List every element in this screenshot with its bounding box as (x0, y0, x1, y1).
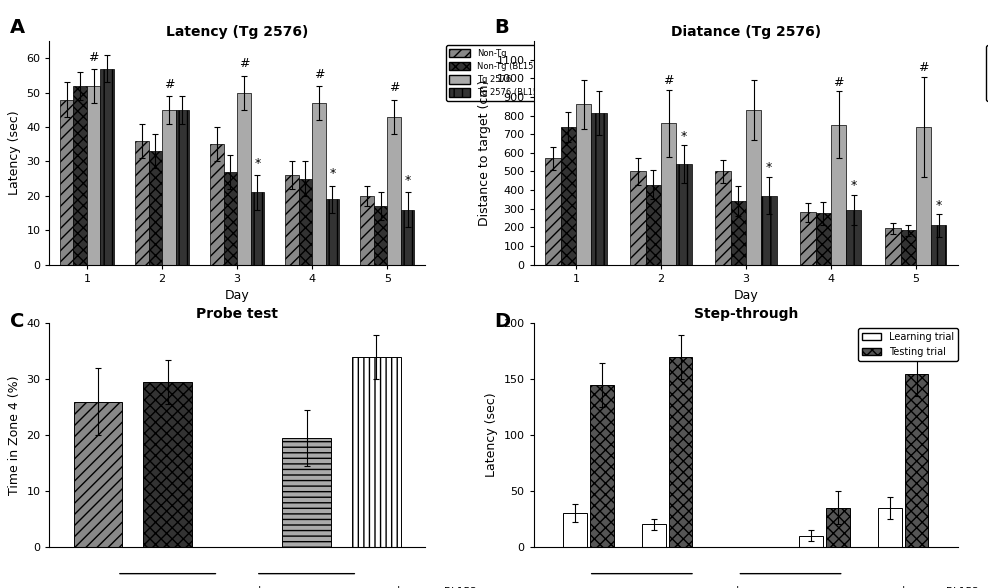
Bar (361, 196, 373, 265)
Bar (210, 144, 223, 265)
Bar (800, 212, 816, 265)
Text: *: * (851, 179, 857, 192)
Bar (87, 86, 101, 265)
Bar (74, 402, 123, 547)
Bar (223, 172, 237, 265)
Bar (905, 374, 929, 547)
Text: -: - (790, 585, 794, 588)
Bar (816, 213, 831, 265)
Title: Diatance (Tg 2576): Diatance (Tg 2576) (671, 25, 821, 39)
Text: BL153: BL153 (946, 587, 978, 588)
Bar (715, 172, 731, 265)
Bar (669, 357, 693, 547)
Text: #: # (833, 76, 844, 89)
Y-axis label: Latency (sec): Latency (sec) (8, 111, 21, 195)
Text: +: + (898, 585, 908, 588)
Title: Step-through: Step-through (694, 307, 798, 321)
Bar (885, 228, 901, 265)
Text: A: A (10, 18, 25, 36)
Bar (143, 382, 192, 547)
Bar (561, 127, 576, 265)
Text: #: # (389, 82, 399, 95)
Bar (73, 86, 87, 265)
Bar (826, 508, 850, 547)
Text: -: - (627, 585, 631, 588)
Text: #: # (314, 68, 324, 81)
Bar (591, 113, 607, 265)
Text: *: * (681, 129, 687, 143)
Bar (60, 99, 73, 265)
Bar (746, 110, 761, 265)
Text: *: * (766, 161, 772, 174)
X-axis label: Day: Day (733, 289, 759, 302)
Bar (563, 513, 587, 547)
Text: -: - (164, 585, 168, 588)
Bar (135, 141, 148, 265)
Title: Latency (Tg 2576): Latency (Tg 2576) (166, 25, 308, 39)
Bar (931, 225, 947, 265)
Legend: Non-Tg, Non-Tg (BL153 10mg/kg), Tg 2576, Tg 2576 (BL153 10mg/kg): Non-Tg, Non-Tg (BL153 10mg/kg), Tg 2576,… (446, 45, 590, 101)
Text: BL153: BL153 (444, 587, 476, 588)
Text: +: + (394, 585, 403, 588)
Text: -: - (302, 585, 306, 588)
Text: *: * (329, 168, 336, 181)
Bar (352, 357, 400, 547)
Bar (676, 164, 692, 265)
Text: +: + (255, 585, 265, 588)
Bar (846, 210, 862, 265)
Bar (251, 192, 264, 265)
Bar (642, 524, 666, 547)
Text: #: # (918, 61, 929, 74)
Bar (286, 175, 298, 265)
Bar (312, 103, 326, 265)
Bar (731, 201, 746, 265)
Bar (162, 110, 176, 265)
Text: *: * (936, 199, 942, 212)
Text: +: + (733, 585, 742, 588)
Bar (176, 110, 189, 265)
Bar (916, 127, 931, 265)
Bar (237, 93, 251, 265)
Bar (661, 123, 676, 265)
Bar (401, 209, 414, 265)
Bar (878, 508, 902, 547)
Y-axis label: Latency (sec): Latency (sec) (485, 393, 498, 477)
Bar (298, 179, 312, 265)
Bar (630, 172, 646, 265)
Y-axis label: Time in Zone 4 (%): Time in Zone 4 (%) (8, 375, 21, 495)
Bar (545, 158, 561, 265)
Text: #: # (164, 78, 174, 91)
Bar (283, 438, 331, 547)
Bar (576, 105, 591, 265)
Bar (799, 536, 823, 547)
Legend: Learning trial, Testing trial: Learning trial, Testing trial (858, 328, 957, 361)
X-axis label: Day: Day (224, 289, 250, 302)
Bar (326, 199, 339, 265)
Text: *: * (404, 174, 411, 187)
Bar (101, 69, 114, 265)
Text: #: # (89, 51, 99, 64)
Bar (590, 385, 614, 547)
Bar (761, 196, 777, 265)
Text: #: # (663, 74, 674, 87)
Text: D: D (494, 312, 510, 330)
Title: Probe test: Probe test (197, 307, 278, 321)
Bar (646, 185, 661, 265)
Bar (831, 125, 846, 265)
Bar (901, 230, 916, 265)
Bar (387, 117, 401, 265)
Bar (148, 151, 162, 265)
Y-axis label: Distance to target (cm): Distance to target (cm) (478, 80, 491, 226)
Text: C: C (10, 312, 25, 330)
Bar (373, 206, 387, 265)
Text: #: # (239, 58, 249, 71)
Legend: Non-Tg, Non-Tg (BL153 10mg/ kg), Tg 2576, Tg 2576 (BL153 10mg/ kg): Non-Tg, Non-Tg (BL153 10mg/ kg), Tg 2576… (986, 45, 988, 101)
Text: *: * (254, 157, 261, 170)
Text: B: B (494, 18, 509, 36)
